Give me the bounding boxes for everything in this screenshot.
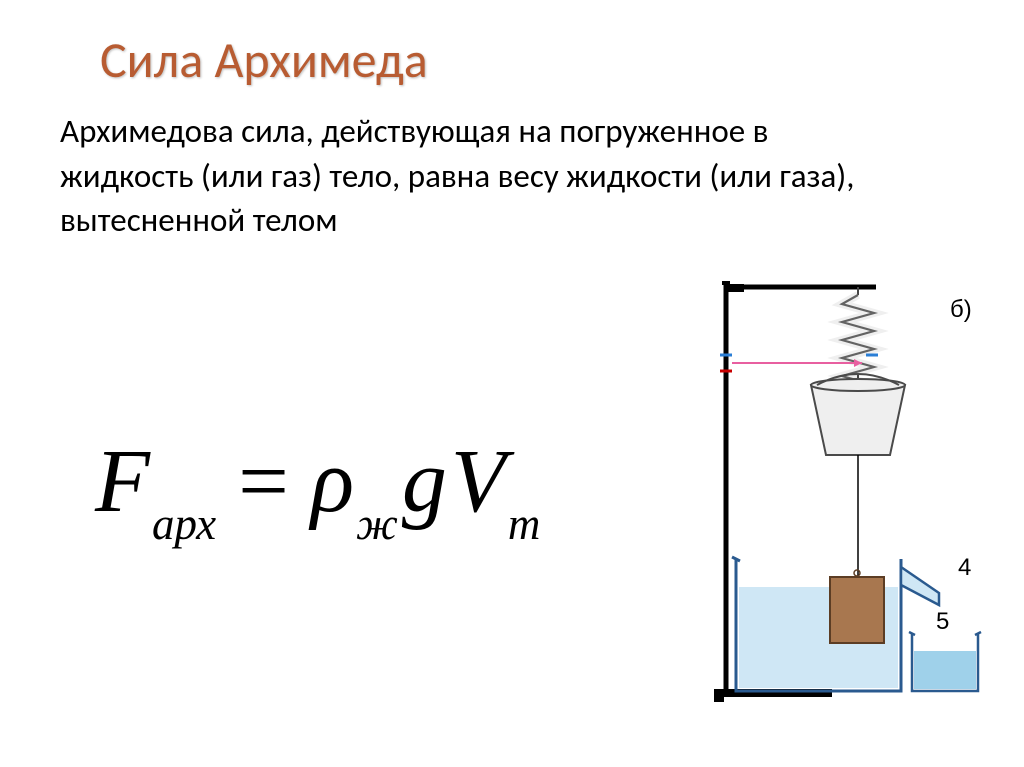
formula-lhs: F арх [95, 430, 216, 533]
svg-text:4: 4 [958, 554, 971, 581]
archimedes-formula: F арх = ρ ж g V т [95, 430, 540, 533]
diagram-svg: б) 45 [714, 277, 994, 707]
svg-text:б): б) [950, 296, 972, 323]
symbol-rho-sub: ж [356, 498, 398, 550]
symbol-V: V [451, 430, 506, 533]
symbol-F-sub: арх [152, 498, 216, 550]
experiment-diagram: б) 45 [714, 277, 994, 707]
definition-text: Архимедова сила, действующая на погружен… [60, 109, 880, 243]
equals-sign: = [238, 430, 289, 533]
svg-text:5: 5 [936, 608, 949, 635]
symbol-rho: ρ [311, 430, 354, 533]
symbol-F: F [95, 430, 150, 533]
slide-title: Сила Архимеда [100, 30, 974, 91]
formula-rhs: ρ ж g V т [311, 430, 541, 533]
slide: Сила Архимеда Архимедова сила, действующ… [0, 0, 1024, 767]
symbol-g: g [402, 430, 447, 533]
symbol-V-sub: т [508, 498, 541, 550]
